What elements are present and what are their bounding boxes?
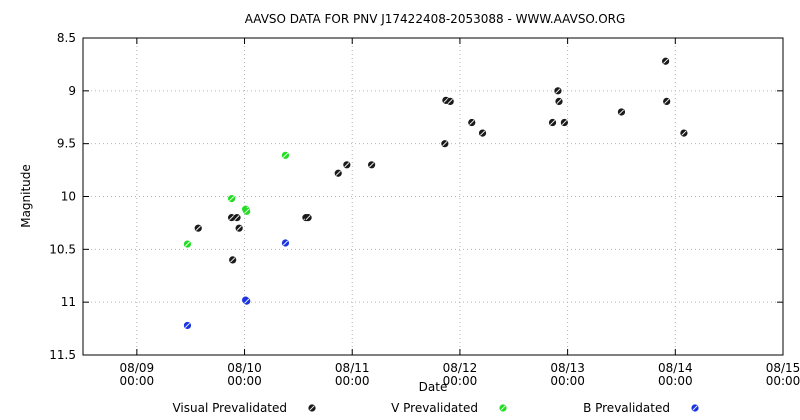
legend-item: B Prevalidated xyxy=(583,401,699,415)
x-tick-label-date: 08/12 xyxy=(443,361,478,375)
x-tick-label-time: 00:00 xyxy=(120,374,155,388)
data-point-visual xyxy=(468,118,476,127)
data-points xyxy=(183,57,688,330)
x-tick-label-time: 00:00 xyxy=(658,374,693,388)
y-axis-label: Magnitude xyxy=(19,164,33,228)
legend-label: B Prevalidated xyxy=(583,401,670,415)
x-tick-label-time: 00:00 xyxy=(227,374,262,388)
x-tick-label-date: 08/13 xyxy=(550,361,585,375)
data-point-visual xyxy=(235,224,243,232)
data-point-visual xyxy=(334,169,342,177)
legend-marker xyxy=(308,404,316,412)
data-point-v xyxy=(281,151,290,159)
x-tick-label-time: 00:00 xyxy=(766,374,800,388)
legend-item: Visual Prevalidated xyxy=(172,401,316,415)
y-tick-label: 11.5 xyxy=(49,348,76,362)
data-point-visual xyxy=(555,97,563,105)
data-point-visual xyxy=(680,129,688,137)
data-point-visual xyxy=(343,161,351,169)
data-point-visual xyxy=(233,214,241,222)
y-tick-label: 8.5 xyxy=(57,31,76,45)
data-point-visual xyxy=(662,57,670,65)
x-tick-label-date: 08/09 xyxy=(120,361,155,375)
legend-label: V Prevalidated xyxy=(391,401,478,415)
data-point-visual xyxy=(304,214,312,222)
data-point-visual xyxy=(478,129,487,137)
legend-item: V Prevalidated xyxy=(391,401,507,415)
data-point-v xyxy=(183,240,192,248)
x-axis-label: Date xyxy=(419,380,448,394)
data-point-visual xyxy=(663,97,671,105)
data-point-b xyxy=(281,239,290,247)
x-tick-label-time: 00:00 xyxy=(335,374,370,388)
data-point-visual xyxy=(229,256,237,264)
y-tick-label: 10.5 xyxy=(49,242,76,256)
legend-marker xyxy=(691,404,699,412)
x-tick-label-date: 08/15 xyxy=(766,361,800,375)
axis-ticks: 8.599.51010.51111.508/0900:0008/1000:000… xyxy=(49,31,800,388)
x-tick-label-time: 00:00 xyxy=(443,374,478,388)
x-tick-label-time: 00:00 xyxy=(550,374,585,388)
data-point-visual xyxy=(228,214,236,222)
data-point-visual xyxy=(441,140,449,148)
data-point-visual xyxy=(446,97,454,105)
legend: Visual Prevalidated V Prevalidated B Preva… xyxy=(172,401,699,415)
data-point-visual xyxy=(368,161,376,169)
y-tick-label: 11 xyxy=(61,295,76,309)
y-tick-label: 10 xyxy=(61,190,76,204)
x-tick-label-date: 08/14 xyxy=(658,361,693,375)
chart-title: AAVSO DATA FOR PNV J17422408-2053088 - W… xyxy=(245,12,626,26)
y-tick-label: 9 xyxy=(68,84,76,98)
legend-marker xyxy=(499,404,507,412)
y-tick-label: 9.5 xyxy=(57,137,76,151)
data-point-visual xyxy=(560,118,568,127)
data-point-v xyxy=(243,207,251,215)
data-point-b xyxy=(183,321,192,330)
x-tick-label-date: 08/11 xyxy=(335,361,370,375)
data-point-visual xyxy=(548,118,557,127)
data-point-visual xyxy=(194,224,202,232)
legend-label: Visual Prevalidated xyxy=(172,401,287,415)
grid-lines xyxy=(83,38,784,355)
data-point-visual xyxy=(617,108,626,116)
x-tick-label-date: 08/10 xyxy=(227,361,262,375)
data-point-visual xyxy=(554,87,562,95)
data-point-v xyxy=(228,195,236,203)
data-point-b xyxy=(243,297,251,305)
